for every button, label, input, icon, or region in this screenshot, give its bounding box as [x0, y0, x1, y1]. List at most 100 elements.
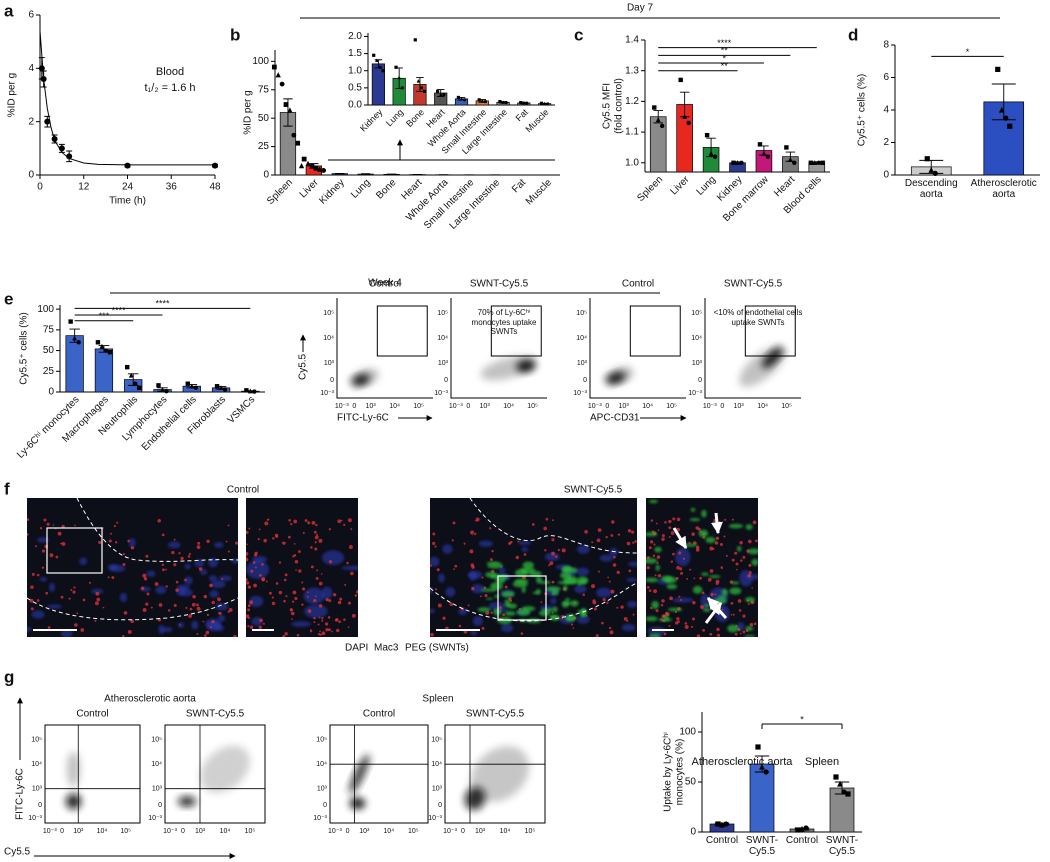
panel-label: d	[848, 25, 858, 44]
mac3-speck	[508, 597, 512, 601]
mac3-speck	[261, 563, 264, 566]
mac3-speck	[709, 546, 714, 551]
nucleus	[442, 544, 453, 554]
mac3-speck	[318, 581, 323, 586]
gate-note: 70% of Ly-6Cʰⁱ monocytes uptake SWNTs	[471, 308, 537, 336]
nucleus	[191, 620, 199, 630]
mac3-speck	[543, 526, 547, 531]
mac3-speck	[94, 619, 97, 622]
density	[200, 745, 250, 793]
peg-signal	[504, 599, 511, 606]
mac3-speck	[253, 583, 257, 588]
x-tick-label: Kidney	[317, 177, 346, 206]
mac3-speck	[650, 540, 654, 544]
significance-label: **	[721, 46, 729, 56]
mac3-speck	[145, 602, 149, 606]
mac3-speck	[661, 534, 665, 538]
mac3-speck	[595, 634, 599, 637]
density	[516, 359, 536, 373]
mac3-speck	[678, 551, 682, 555]
mac3-speck	[552, 519, 554, 522]
data-point	[456, 95, 460, 100]
flow-x-tick-label: 10⁴	[500, 828, 511, 835]
dashed-border	[430, 582, 637, 622]
nucleus	[303, 604, 328, 618]
data-point	[189, 383, 195, 389]
data-point	[708, 150, 714, 156]
mac3-speck	[110, 532, 113, 535]
mac3-speck	[661, 537, 665, 541]
mac3-speck	[632, 613, 635, 616]
mac3-speck	[736, 568, 738, 571]
mac3-speck	[748, 539, 752, 544]
peg-signal	[485, 571, 497, 578]
mac3-speck	[551, 580, 555, 584]
mac3-speck	[321, 631, 326, 636]
peg-signal	[665, 576, 677, 584]
header: Day 7	[627, 3, 654, 14]
mac3-speck	[315, 576, 319, 580]
mac3-speck	[661, 599, 665, 603]
y-tick-label: 8	[883, 40, 889, 51]
gate	[490, 305, 542, 357]
peg-signal	[522, 561, 534, 569]
flow-y-tick-label: 10⁵	[316, 737, 327, 744]
data-point	[252, 389, 257, 394]
mac3-speck	[612, 563, 617, 567]
mac3-speck	[471, 565, 475, 569]
data-point	[504, 101, 508, 105]
peg-signal	[745, 524, 753, 530]
mac3-speck	[325, 597, 329, 602]
data-point	[795, 827, 801, 833]
mac3-speck	[287, 535, 291, 539]
mac3-speck	[690, 625, 694, 628]
mac3-speck	[657, 573, 662, 578]
mac3-speck	[700, 605, 704, 610]
mac3-speck	[142, 608, 147, 612]
mac3-speck	[111, 576, 115, 579]
x-tick-label: Liver	[298, 177, 322, 201]
nucleus	[467, 570, 483, 580]
mac3-speck	[540, 601, 543, 604]
data-point	[522, 101, 526, 105]
mac3-speck	[49, 553, 54, 558]
mac3-speck	[697, 527, 701, 531]
mac3-speck	[291, 618, 293, 620]
micrograph-bg	[27, 498, 238, 637]
mac3-speck	[259, 618, 263, 623]
bar	[749, 763, 775, 833]
data-point	[841, 789, 847, 795]
nucleus	[246, 560, 270, 579]
mac3-speck	[585, 614, 588, 617]
mac3-speck	[517, 540, 520, 543]
nucleus	[675, 547, 691, 567]
mac3-speck	[654, 574, 657, 577]
nucleus	[91, 588, 104, 595]
mac3-speck	[315, 523, 318, 527]
mac3-speck	[452, 521, 456, 525]
mac3-speck	[313, 530, 317, 534]
mac3-speck	[752, 520, 757, 525]
y-tick-label: 1.0	[625, 157, 639, 168]
data-point	[133, 381, 138, 386]
mac3-speck	[515, 555, 520, 560]
peg-signal	[490, 582, 503, 591]
mac3-speck	[316, 569, 319, 572]
x-tick-label-box: Descending aorta	[905, 178, 958, 200]
mac3-speck	[617, 533, 621, 536]
mac3-speck	[249, 625, 254, 629]
mac3-speck	[150, 606, 153, 609]
data-point	[463, 98, 467, 102]
mac3-speck	[60, 595, 64, 599]
mac3-speck	[712, 547, 715, 550]
flow-y-tick-label: 10⁻³	[313, 815, 327, 822]
mac3-speck	[655, 609, 659, 613]
nucleus	[470, 630, 478, 636]
mac3-speck	[271, 596, 274, 599]
flow-x-tick-label: 10⁵	[408, 828, 419, 835]
mac3-speck	[608, 626, 612, 630]
mac3-speck	[292, 600, 295, 603]
mac3-speck	[695, 548, 700, 552]
flow-y-tick-label: 10³	[317, 786, 328, 793]
data-point	[160, 386, 165, 392]
